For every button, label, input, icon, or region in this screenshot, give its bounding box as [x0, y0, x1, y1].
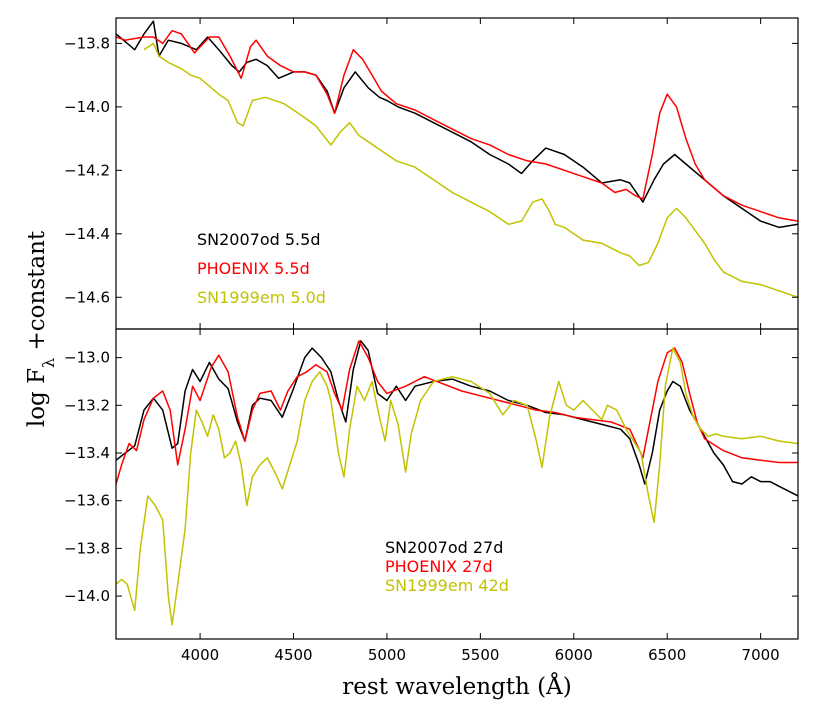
bottom-ytick-label-0: −13.0 — [64, 349, 110, 367]
top-legend-label-1: PHOENIX 5.5d — [197, 259, 310, 278]
bottom-series-2 — [116, 347, 798, 626]
bottom-legend-label-1: PHOENIX 27d — [385, 557, 493, 576]
top-legend-label-2: SN1999em 5.0d — [197, 288, 326, 307]
bottom-panel: −13.0 −13.2 −13.4 −13.6 −13.8 −14.0 4000 4500 50… — [64, 328, 799, 664]
top-legend-label-0: SN2007od 5.5d — [197, 230, 320, 249]
xtick-label-4: 6000 — [555, 646, 593, 664]
bottom-ytick-label-4: −13.8 — [64, 539, 110, 557]
bottom-legend-label-2: SN1999em 42d — [385, 576, 509, 595]
top-ytick-label-4: −14.6 — [64, 288, 110, 306]
bottom-ytick-label-1: −13.2 — [64, 396, 110, 414]
xtick-label-3: 5500 — [461, 646, 499, 664]
bottom-ytick-label-2: −13.4 — [64, 444, 110, 462]
y-axis-title: log Fλ +constant — [24, 230, 58, 427]
top-ytick-label-0: −13.8 — [64, 34, 110, 52]
xtick-label-0: 4000 — [181, 646, 219, 664]
top-plot-frame — [115, 17, 799, 330]
bottom-ytick-label-3: −13.6 — [64, 492, 110, 510]
top-ytick-label-1: −14.0 — [64, 98, 110, 116]
top-panel: −13.8 −14.0 −14.2 −14.4 −14.6 SN2007od 5.5d PH… — [64, 17, 799, 330]
top-series-0 — [116, 20, 798, 229]
top-series-1 — [116, 29, 798, 222]
xtick-label-6: 7000 — [742, 646, 780, 664]
xtick-label-2: 5000 — [368, 646, 406, 664]
xtick-label-5: 6500 — [648, 646, 686, 664]
xtick-label-1: 4500 — [274, 646, 312, 664]
top-ytick-label-3: −14.4 — [64, 225, 110, 243]
bottom-series-1 — [116, 340, 798, 485]
bottom-plot-frame — [115, 328, 799, 640]
bottom-legend-label-0: SN2007od 27d — [385, 538, 503, 557]
x-axis-title: rest wavelength (Å) — [342, 672, 571, 700]
top-ytick-label-2: −14.2 — [64, 161, 110, 179]
top-series-2 — [143, 42, 798, 299]
bottom-ytick-label-5: −14.0 — [64, 587, 110, 605]
